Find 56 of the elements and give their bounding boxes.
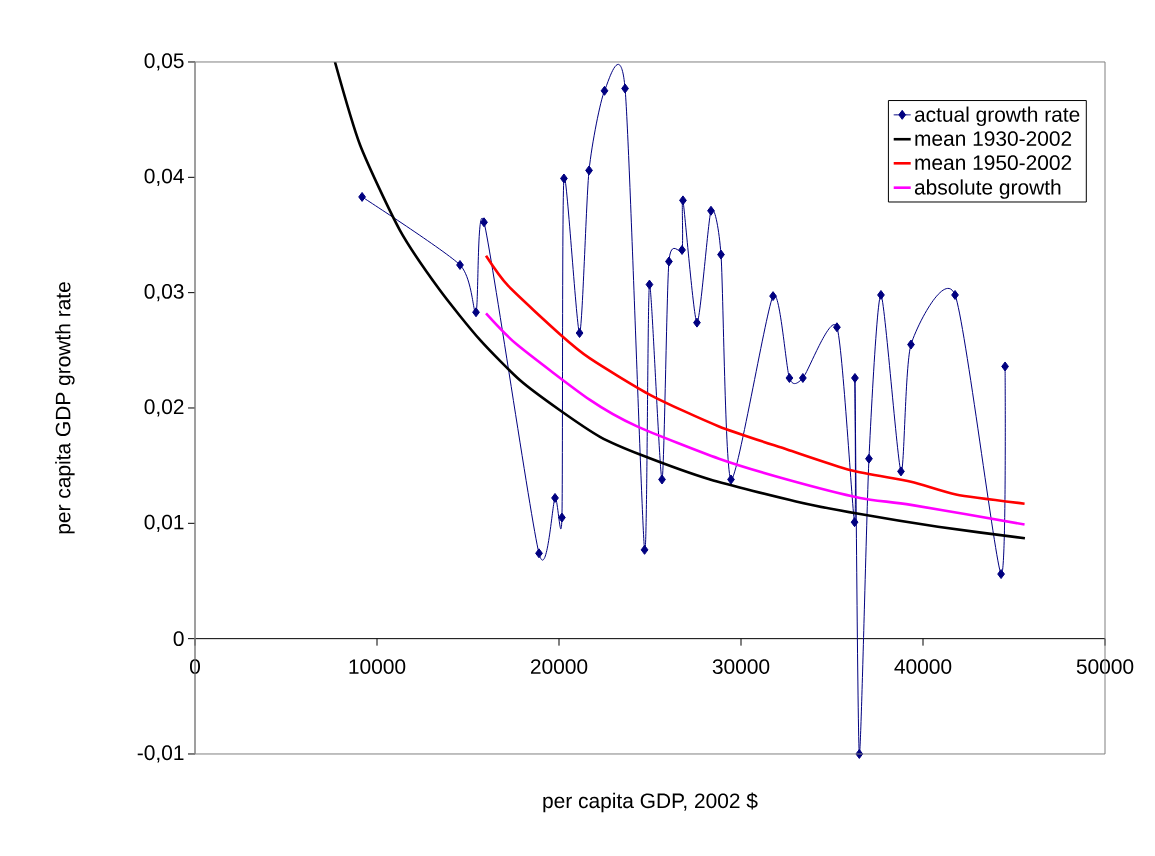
y-axis-title: per capita GDP growth rate: [55, 282, 75, 534]
point: [707, 205, 715, 216]
y-tick-label: 0,02: [144, 399, 184, 417]
x-tick-label: 50000: [1076, 659, 1134, 674]
x-axis-title: per capita GDP, 2002 $: [543, 792, 758, 813]
point: [851, 373, 859, 383]
point: [621, 83, 629, 94]
point: [575, 328, 584, 338]
point: [679, 195, 687, 206]
point: [456, 259, 464, 270]
point: [480, 217, 488, 228]
point: [551, 492, 559, 503]
point: [665, 256, 673, 267]
x-tick-label: 0: [190, 659, 200, 674]
point: [769, 291, 777, 302]
y-tick-label: 0: [173, 631, 184, 647]
point: [678, 244, 686, 255]
line-series: [484, 254, 1026, 506]
y-tick-label: 0,04: [144, 168, 184, 186]
point: [877, 289, 885, 300]
legend-label: actual growth rate: [914, 106, 1080, 127]
line-series: [484, 312, 1026, 526]
point: [850, 517, 859, 528]
point: [658, 474, 666, 485]
point: [717, 249, 725, 260]
point: [645, 279, 654, 290]
point: [1001, 361, 1009, 372]
point: [600, 85, 609, 96]
point: [897, 466, 905, 477]
point: [833, 322, 841, 333]
point: [472, 307, 480, 318]
point: [358, 191, 366, 202]
x-tick-label: 10000: [349, 659, 406, 674]
y-tick-label: -0,01: [137, 745, 184, 763]
legend-label: absolute growth: [914, 179, 1061, 199]
y-tick-label: 0,01: [144, 514, 184, 532]
point: [907, 339, 915, 350]
point: [640, 544, 649, 555]
x-tick-label: 30000: [712, 659, 770, 674]
y-tick-label: 0,05: [144, 53, 184, 71]
point: [785, 373, 794, 383]
point: [799, 373, 807, 383]
point: [997, 569, 1005, 580]
point: [693, 317, 701, 328]
point: [558, 512, 566, 523]
point: [865, 453, 873, 464]
point: [951, 289, 959, 300]
x-tick-label: 20000: [530, 659, 588, 674]
legend-label: mean 1930-2002: [915, 131, 1072, 146]
point: [560, 173, 568, 184]
point: [535, 548, 543, 559]
y-tick-label: 0,03: [144, 284, 184, 302]
x-tick-label: 40000: [894, 659, 952, 674]
point: [585, 165, 593, 176]
legend-label: mean 1950-2002: [915, 155, 1072, 171]
point: [727, 474, 735, 485]
